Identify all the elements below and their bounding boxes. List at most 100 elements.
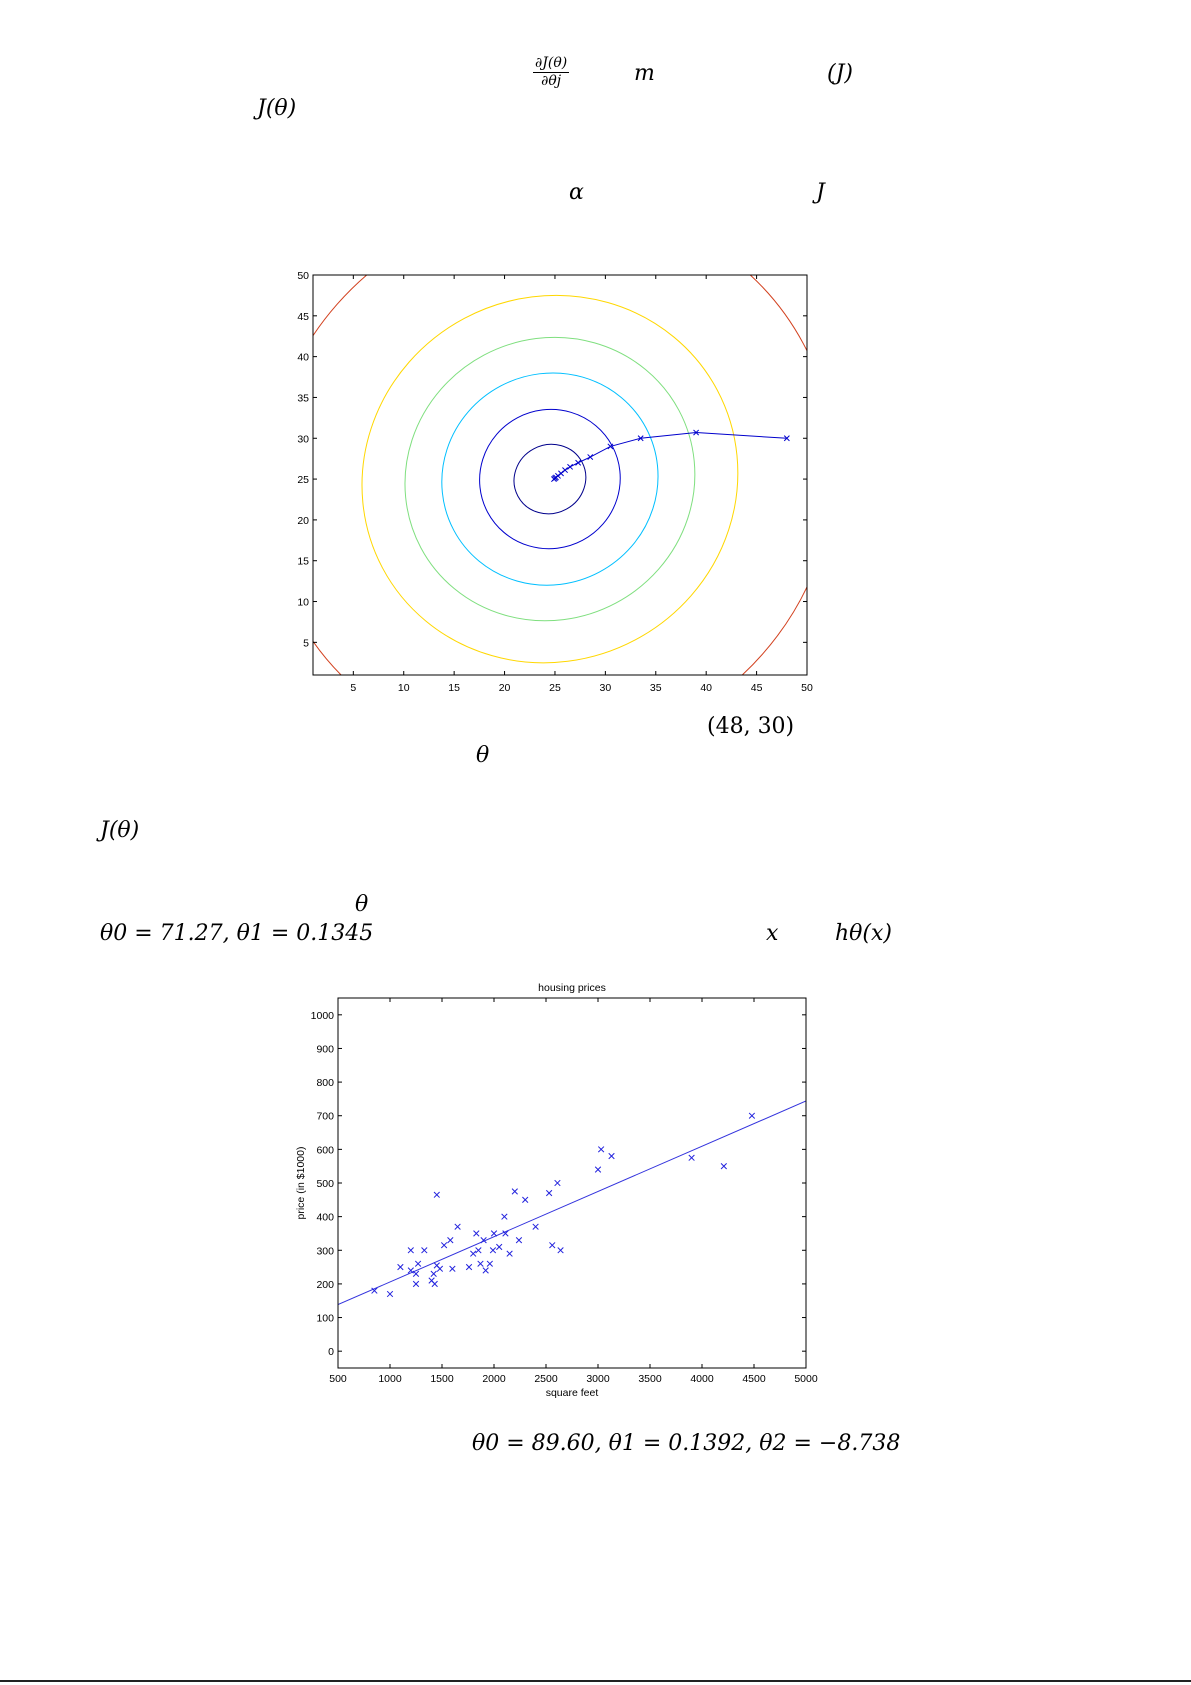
data-point [397, 1263, 404, 1271]
data-point [421, 1247, 428, 1254]
x-tick-label: 40 [700, 682, 712, 692]
x-tick-label: 4000 [690, 1373, 714, 1385]
data-point [496, 1243, 503, 1251]
x-axis-label: square feet [546, 1387, 599, 1399]
x-tick-label: 25 [549, 682, 561, 692]
data-point [549, 1242, 556, 1249]
contour-level-6 [313, 275, 807, 675]
contour-plot-frame [312, 274, 808, 676]
x-tick-label: 15 [448, 682, 460, 692]
y-tick-label: 10 [297, 597, 309, 609]
x-variable: x [766, 921, 779, 946]
scatter-plot-frame [337, 997, 807, 1369]
data-point [473, 1230, 480, 1237]
y-tick-label: 300 [316, 1245, 334, 1257]
y-tick-label: 5 [303, 637, 309, 649]
data-point [515, 1237, 523, 1244]
y-tick-label: 700 [316, 1111, 334, 1123]
y-tick-label: 20 [297, 515, 309, 527]
data-point [522, 1196, 529, 1203]
y-tick-label: 100 [316, 1313, 334, 1325]
y-tick-label: 600 [316, 1144, 334, 1156]
data-point [557, 1247, 564, 1254]
j-parenthesized: (J) [827, 61, 853, 86]
contour-level-1 [513, 443, 587, 515]
y-tick-label: 0 [328, 1346, 334, 1358]
fraction-denominator: ∂θj [541, 73, 562, 90]
j-theta-inline: J(θ) [257, 96, 297, 121]
data-point [433, 1191, 440, 1198]
x-tick-label: 30 [600, 682, 612, 692]
y-tick-label: 1000 [311, 1010, 335, 1022]
page-bottom-rule [0, 1680, 1191, 1682]
regression-line [338, 1100, 806, 1306]
y-tick-label: 200 [316, 1279, 334, 1291]
y-tick-label: 800 [316, 1077, 334, 1089]
contour-plot: 5 10 15 20 25 30 35 40 45 50 5 10 15 20 25 30 35 40 45 50 [297, 270, 813, 692]
data-point [470, 1250, 477, 1257]
data-point [449, 1265, 456, 1272]
x-tick-label: 4500 [742, 1373, 766, 1385]
data-point [720, 1163, 727, 1170]
data-point [545, 1189, 553, 1197]
data-point [502, 1230, 509, 1237]
j-symbol: J [816, 180, 825, 205]
data-point [482, 1267, 489, 1274]
data-point [594, 1166, 602, 1173]
data-point [371, 1287, 378, 1294]
y-tick-label: 45 [297, 311, 309, 323]
start-point-coordinates: (48, 30) [707, 714, 795, 739]
x-tick-label: 2500 [534, 1373, 558, 1385]
data-point [477, 1260, 484, 1267]
chart-title: housing prices [538, 982, 606, 994]
data-point [597, 1146, 605, 1153]
y-tick-label: 35 [297, 392, 309, 404]
j-theta-paragraph: J(θ) [100, 818, 140, 843]
data-point [608, 1152, 615, 1160]
descent-step-marker [567, 463, 574, 470]
data-point [490, 1230, 498, 1237]
data-point [447, 1237, 454, 1244]
y-tick-label: 400 [316, 1212, 334, 1224]
x-tick-label: 2000 [482, 1373, 506, 1385]
x-tick-label: 20 [499, 682, 511, 692]
contour-level-3 [441, 372, 659, 586]
x-tick-label: 5000 [794, 1373, 818, 1385]
contour-level-4 [404, 336, 696, 622]
data-point [430, 1270, 437, 1277]
m-variable: m [634, 61, 655, 86]
x-tick-label: 50 [801, 682, 813, 692]
fit-parameters-multi: θ0 = 89.60, θ1 = 0.1392, θ2 = −8.738 [472, 1431, 901, 1456]
data-point [465, 1263, 473, 1271]
x-tick-label: 35 [650, 682, 662, 692]
data-point [431, 1280, 438, 1288]
data-point [748, 1112, 756, 1119]
descent-step-marker [587, 454, 594, 460]
theta-symbol-caption: θ [476, 743, 490, 768]
data-point [501, 1213, 508, 1220]
data-point [407, 1267, 414, 1274]
data-point [554, 1179, 561, 1187]
theta-symbol-paragraph: θ [355, 892, 369, 917]
data-point [506, 1250, 513, 1257]
y-tick-label: 900 [316, 1043, 334, 1055]
data-point [688, 1154, 695, 1161]
descent-step-marker [783, 435, 790, 442]
data-point [407, 1247, 414, 1254]
y-tick-label: 50 [297, 270, 309, 282]
x-tick-label: 5 [350, 682, 356, 692]
data-point [532, 1223, 539, 1230]
fit-parameters-single: θ0 = 71.27, θ1 = 0.1345 [100, 923, 373, 945]
y-tick-label: 40 [297, 352, 309, 364]
data-point [454, 1223, 461, 1230]
x-tick-label: 1000 [378, 1373, 402, 1385]
contour-level-5 [361, 294, 739, 664]
y-tick-label: 15 [297, 556, 309, 568]
contour-level-2 [479, 408, 621, 550]
fit-parameters-text: θ0 = 71.27, θ1 = 0.1345 [100, 921, 374, 946]
alpha-symbol: α [569, 180, 584, 205]
data-point [414, 1260, 422, 1267]
data-point [475, 1247, 482, 1254]
descent-step-marker [693, 429, 700, 436]
data-point [412, 1270, 420, 1277]
